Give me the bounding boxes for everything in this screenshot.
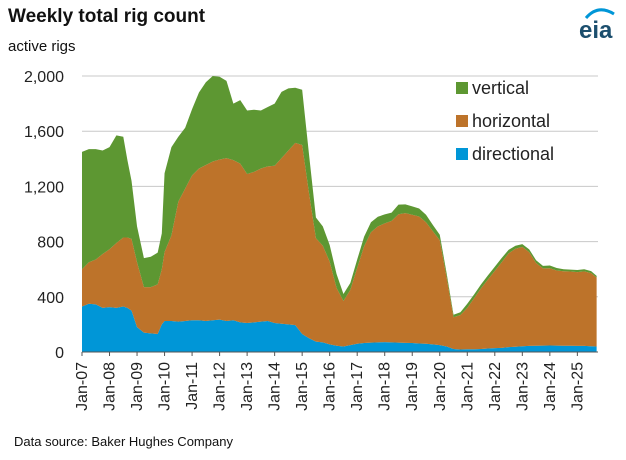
y-tick-label: 1,600 bbox=[24, 124, 64, 141]
y-tick-label: 800 bbox=[37, 235, 64, 252]
eia-logo: eia bbox=[579, 8, 615, 42]
x-tick-label: Jan-25 bbox=[569, 362, 586, 411]
x-tick-label: Jan-21 bbox=[459, 362, 476, 411]
data-source-note: Data source: Baker Hughes Company bbox=[14, 434, 233, 449]
legend: vertical horizontal directional bbox=[456, 78, 554, 164]
x-tick-label: Jan-17 bbox=[349, 362, 366, 411]
legend-swatch-vertical bbox=[456, 82, 468, 94]
legend-label-vertical: vertical bbox=[472, 78, 529, 98]
x-tick-label: Jan-24 bbox=[542, 362, 559, 411]
axes bbox=[81, 351, 598, 356]
logo-text: eia bbox=[579, 17, 613, 42]
area-vertical bbox=[82, 76, 597, 318]
x-tick-label: Jan-16 bbox=[322, 362, 339, 411]
x-tick-label: Jan-13 bbox=[239, 362, 256, 411]
x-tick-label: Jan-23 bbox=[514, 362, 531, 411]
legend-swatch-horizontal bbox=[456, 115, 468, 127]
x-tick-label: Jan-15 bbox=[294, 362, 311, 411]
y-tick-label: 2,000 bbox=[24, 69, 64, 86]
y-tick-label: 1,200 bbox=[24, 179, 64, 196]
x-tick-label: Jan-19 bbox=[404, 362, 421, 411]
x-tick-label: Jan-20 bbox=[432, 362, 449, 411]
x-tick-label: Jan-09 bbox=[129, 362, 146, 411]
x-tick-label: Jan-08 bbox=[102, 362, 119, 411]
y-axis-label: active rigs bbox=[8, 38, 76, 55]
x-tick-label: Jan-11 bbox=[184, 362, 201, 410]
x-tick-label: Jan-07 bbox=[74, 362, 91, 411]
legend-swatch-directional bbox=[456, 148, 468, 160]
area-directional bbox=[82, 303, 597, 352]
y-tick-labels: 0 400 800 1,200 1,600 2,000 bbox=[24, 69, 64, 362]
area-horizontal bbox=[82, 142, 597, 350]
legend-label-directional: directional bbox=[472, 144, 554, 164]
stacked-areas bbox=[82, 76, 597, 352]
legend-label-horizontal: horizontal bbox=[472, 111, 550, 131]
chart-title: Weekly total rig count bbox=[8, 6, 206, 27]
x-tick-label: Jan-18 bbox=[377, 362, 394, 411]
x-tick-label: Jan-10 bbox=[157, 362, 174, 411]
x-tick-label: Jan-22 bbox=[487, 362, 504, 411]
y-tick-label: 0 bbox=[55, 345, 64, 362]
x-tick-label: Jan-12 bbox=[212, 362, 229, 411]
y-tick-label: 400 bbox=[37, 290, 64, 307]
x-tick-labels: Jan-07 Jan-08 Jan-09 Jan-10 Jan-11 Jan-12 Jan-… bbox=[74, 362, 586, 411]
x-tick-label: Jan-14 bbox=[267, 362, 284, 411]
logo-arc bbox=[584, 8, 615, 20]
